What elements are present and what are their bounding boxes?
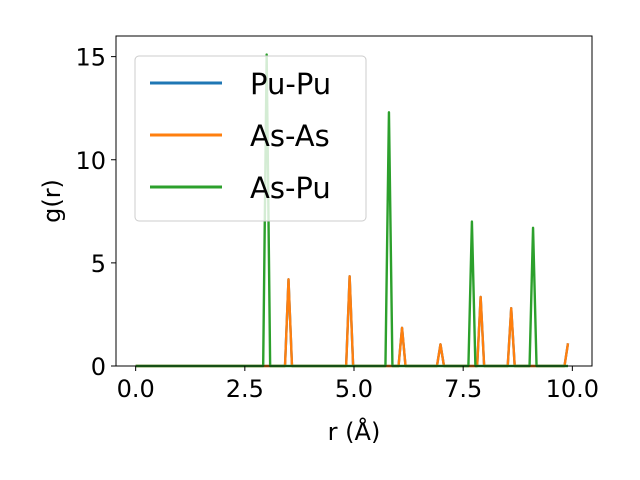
y-tick-label: 0 xyxy=(91,353,106,381)
y-ticks: 0 5 10 15 xyxy=(75,44,116,381)
legend-label-1: Pu-Pu xyxy=(250,67,331,101)
legend-box xyxy=(134,55,367,222)
x-ticks: 0.0 2.5 5.0 7.5 10.0 xyxy=(117,366,599,403)
y-axis-label: g(r) xyxy=(38,179,66,223)
x-tick-label: 10.0 xyxy=(546,375,599,403)
x-tick-label: 0.0 xyxy=(117,375,155,403)
y-tick-label: 15 xyxy=(75,44,106,72)
y-tick-label: 10 xyxy=(75,147,106,175)
y-tick-label: 5 xyxy=(91,250,106,278)
x-tick-label: 5.0 xyxy=(335,375,373,403)
x-tick-label: 2.5 xyxy=(226,375,264,403)
legend-items: Pu-Pu As-As As-Pu xyxy=(150,67,331,205)
legend: Pu-Pu As-As As-Pu xyxy=(134,55,367,222)
legend-label-2: As-As xyxy=(250,119,330,153)
x-axis-label: r (Å) xyxy=(328,417,381,446)
legend-label-3: As-Pu xyxy=(250,171,331,205)
x-tick-label: 7.5 xyxy=(444,375,482,403)
